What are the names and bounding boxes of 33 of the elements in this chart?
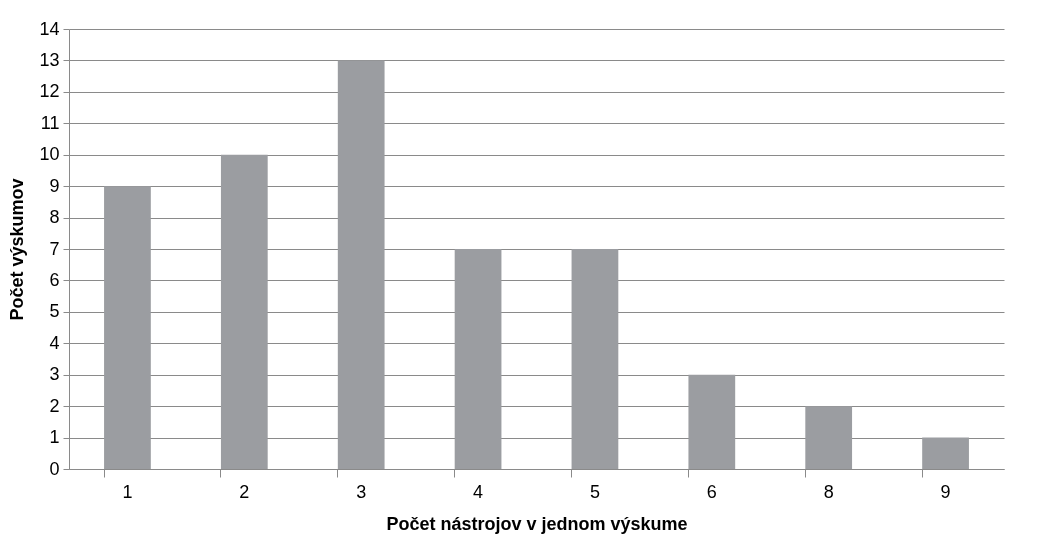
bar bbox=[922, 437, 969, 469]
y-tick-label: 11 bbox=[40, 112, 60, 133]
y-tick-label: 4 bbox=[49, 332, 60, 353]
y-tick-label: 0 bbox=[49, 458, 60, 479]
y-tick-label: 3 bbox=[49, 364, 60, 385]
x-tick-label: 9 bbox=[940, 481, 951, 502]
y-tick-label: 7 bbox=[49, 238, 60, 259]
x-tick-label: 1 bbox=[122, 481, 133, 502]
bar bbox=[571, 249, 619, 469]
x-tick-label: 6 bbox=[706, 481, 717, 502]
x-tick-label: 8 bbox=[823, 481, 834, 502]
x-tick-label: 5 bbox=[589, 481, 600, 502]
x-tick-label: 2 bbox=[239, 481, 250, 502]
bar bbox=[805, 406, 853, 469]
x-axis-title: Počet nástrojov v jednom výskume bbox=[386, 513, 688, 534]
y-tick-label: 5 bbox=[49, 301, 60, 322]
y-tick-label: 9 bbox=[49, 175, 60, 196]
y-tick-label: 12 bbox=[39, 81, 60, 102]
y-tick-label: 14 bbox=[39, 18, 60, 39]
y-tick-label: 1 bbox=[49, 427, 60, 448]
bar bbox=[337, 60, 385, 469]
y-tick-label: 2 bbox=[49, 395, 60, 416]
bar bbox=[688, 374, 736, 469]
bar bbox=[454, 249, 502, 469]
y-tick-label: 10 bbox=[39, 144, 60, 165]
x-tick-label: 4 bbox=[473, 481, 484, 502]
y-tick-label: 6 bbox=[49, 269, 60, 290]
y-tick-label: 8 bbox=[49, 207, 60, 228]
bar bbox=[104, 186, 151, 469]
y-tick-label: 13 bbox=[39, 49, 60, 70]
x-tick-label: 3 bbox=[356, 481, 367, 502]
y-axis-title: Počet výskumov bbox=[7, 178, 28, 321]
bar bbox=[220, 154, 268, 469]
